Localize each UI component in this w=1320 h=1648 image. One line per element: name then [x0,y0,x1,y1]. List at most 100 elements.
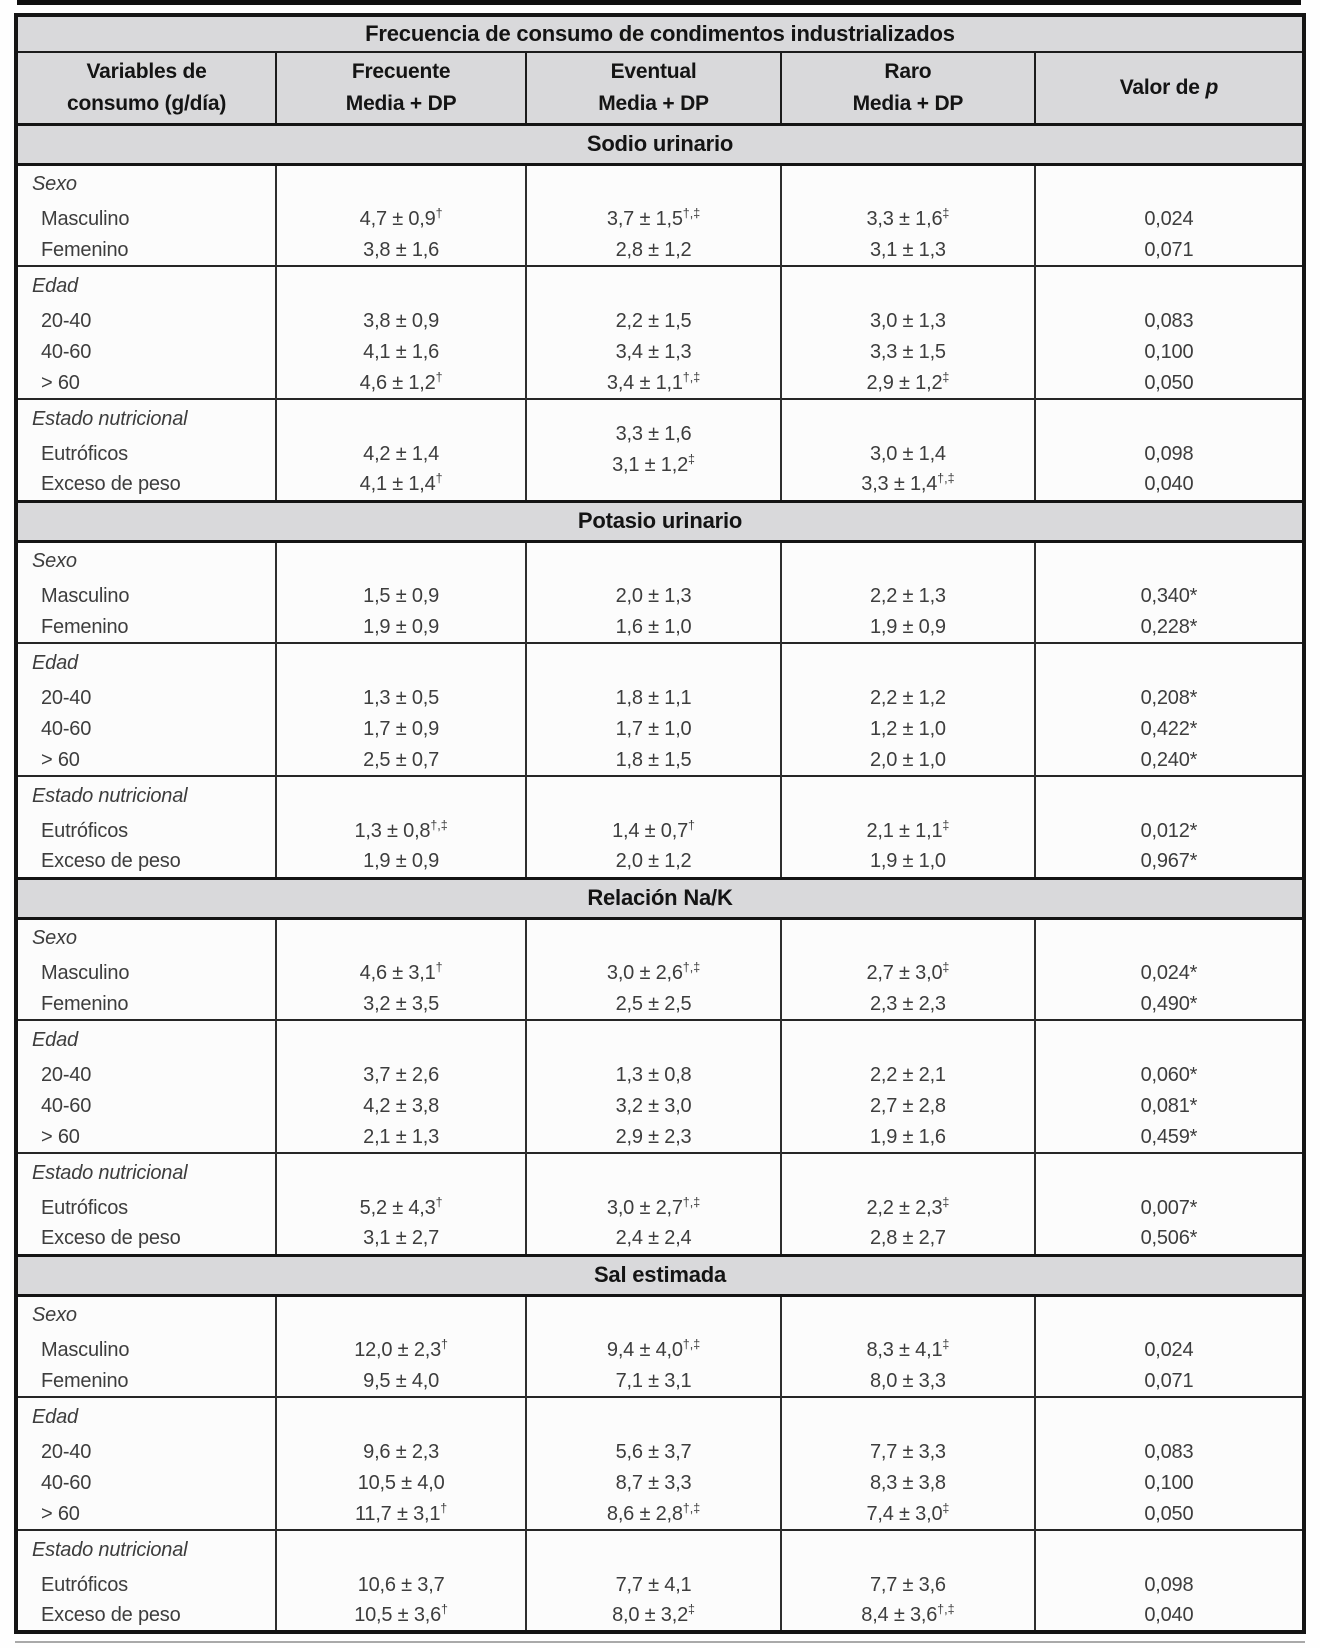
value-cell: 3,1 ± 2,7 [275,1224,528,1255]
footnote-marker: ‡ [942,1337,950,1352]
value-cell: 4,2 ± 1,4 [275,439,528,470]
value-cell: 3,8 ± 1,6 [275,235,528,266]
empty-cell [1033,1529,1306,1570]
footnote-marker: †,‡ [430,818,448,833]
value-cell: 0,050 [1033,368,1306,399]
table-row: 40-60 4,2 ± 3,8 3,2 ± 3,0 2,7 ± 2,8 0,081* [14,1091,1306,1122]
row-label: Eutróficos [14,439,278,470]
value-cell: 2,4 ± 2,4 [525,1224,783,1255]
block-potasio-urinario-estado-nutricional: Estado nutricional Eutróficos 1,3 ± 0,8†,‡… [14,775,1306,878]
section-title: Sal estimada [16,1253,1304,1297]
section-header-row: Sal estimada [16,1253,1304,1297]
value-cell: 0,071 [1033,235,1306,266]
footnote-marker: ‡ [942,1195,950,1210]
section-band-relaci-n-na-k: Relación Na/K [16,876,1304,920]
row-label: 40-60 [14,714,278,745]
value-cell: 0,040 [1033,470,1306,501]
row-label: Masculino [14,958,278,989]
table-row: 20-40 1,3 ± 0,5 1,8 ± 1,1 2,2 ± 1,2 0,208* [14,683,1306,714]
row-label: Exceso de peso [14,847,278,878]
value-cell: 0,459* [1033,1122,1306,1153]
condiment-frequency-table: Frecuencia de consumo de condimentos ind… [14,13,1306,1634]
empty-cell [275,1396,528,1437]
row-label: Masculino [14,204,278,235]
group-label-row: Sexo [14,917,1306,958]
group-label: Edad [14,1396,278,1437]
empty-cell [275,917,528,958]
group-label: Estado nutricional [14,1152,278,1193]
row-label: Masculino [14,1335,278,1366]
group-label-row: Estado nutricional [14,775,1306,816]
value-cell: 3,0 ± 1,4 [780,439,1036,470]
empty-cell [1033,1396,1306,1437]
block-sal-estimada-edad: Edad 20-40 9,6 ± 2,3 5,6 ± 3,7 7,7 ± 3,3 0,08… [14,1396,1306,1530]
value-cell: 0,228* [1033,612,1306,643]
value-cell: 1,7 ± 0,9 [275,714,528,745]
group-label: Edad [14,1019,278,1060]
footnote-marker: ‡ [942,1500,950,1515]
block-relaci-n-na-k-sexo: Sexo Masculino 4,6 ± 3,1† 3,0 ± 2,6†,‡ 2,7 ±… [14,917,1306,1020]
table-title: Frecuencia de consumo de condimentos ind… [16,15,1304,53]
empty-cell [275,1152,528,1193]
footnote-marker: †,‡ [937,1602,955,1617]
table-row: 20-40 9,6 ± 2,3 5,6 ± 3,7 7,7 ± 3,3 0,083 [14,1437,1306,1468]
value-cell: 2,0 ± 1,3 [525,581,783,612]
group-label: Edad [14,265,278,306]
value-cell: 0,081* [1033,1091,1306,1122]
block-sal-estimada-sexo: Sexo Masculino 12,0 ± 2,3† 9,4 ± 4,0†,‡ 8,3 … [14,1294,1306,1397]
row-label: 40-60 [14,1468,278,1499]
table-row: Eutróficos 4,2 ± 1,4 3,0 ± 1,4 0,098 [14,439,1306,470]
empty-cell [780,540,1036,581]
value-cell: 3,7 ± 2,6 [275,1060,528,1091]
row-label: 20-40 [14,683,278,714]
value-cell: 2,9 ± 2,3 [525,1122,783,1153]
value-cell: 0,100 [1033,1468,1306,1499]
footnote-marker: † [435,960,443,975]
empty-cell [525,265,783,306]
value-cell: 0,098 [1033,1570,1306,1601]
empty-cell [1033,642,1306,683]
footnote-marker: †,‡ [682,1337,701,1352]
value-cell: 4,1 ± 1,4† [275,470,528,501]
empty-cell [780,1294,1036,1335]
group-label: Sexo [14,1294,278,1335]
block-potasio-urinario-sexo: Sexo Masculino 1,5 ± 0,9 2,0 ± 1,3 2,2 ± 1,3… [14,540,1306,643]
table-row: 40-60 4,1 ± 1,6 3,4 ± 1,3 3,3 ± 1,5 0,100 [14,337,1306,368]
table-row: 20-40 3,8 ± 0,9 2,2 ± 1,5 3,0 ± 1,3 0,083 [14,306,1306,337]
value-cell: 3,3 ± 1,5 [780,337,1036,368]
value-cell: 1,9 ± 0,9 [275,612,528,643]
value-cell: 1,9 ± 1,0 [780,847,1036,878]
empty-cell [525,1019,783,1060]
footnote-marker: ‡ [942,960,950,975]
table-row: Masculino 12,0 ± 2,3† 9,4 ± 4,0†,‡ 8,3 ± 4,… [14,1335,1306,1366]
empty-cell [1033,398,1306,439]
table-row: Eutróficos 10,6 ± 3,7 7,7 ± 4,1 7,7 ± 3,6 0,… [14,1570,1306,1601]
value-cell: 9,5 ± 4,0 [275,1366,528,1397]
value-cell: 9,6 ± 2,3 [275,1437,528,1468]
value-cell: 0,024 [1033,1335,1306,1366]
value-cell: 5,6 ± 3,7 [525,1437,783,1468]
empty-cell [525,540,783,581]
empty-cell [1033,775,1306,816]
row-label: Exceso de peso [14,1601,278,1632]
col-header-variables: Variables de consumo (g/día) [14,52,278,126]
value-cell: 1,3 ± 0,8†,‡ [275,816,528,847]
col-header-eventual: Eventual Media + DP [525,52,783,126]
value-cell: 2,2 ± 1,2 [780,683,1036,714]
value-cell: 1,5 ± 0,9 [275,581,528,612]
col-header-text: Valor de [1119,76,1200,99]
empty-cell [275,163,528,204]
footnote-marker: ‡ [942,206,950,221]
value-cell: 3,7 ± 1,5†,‡ [525,204,783,235]
empty-cell [780,1396,1036,1437]
group-label-row: Sexo [14,540,1306,581]
value-cell: 8,3 ± 4,1‡ [780,1335,1036,1366]
section-header-row: Potasio urinario [16,499,1304,543]
value-cell: 2,5 ± 0,7 [275,745,528,776]
value-cell: 1,9 ± 0,9 [275,847,528,878]
empty-cell [780,1019,1036,1060]
value-cell: 2,3 ± 2,3 [780,989,1036,1020]
row-label: > 60 [14,745,278,776]
group-label: Estado nutricional [14,398,278,439]
